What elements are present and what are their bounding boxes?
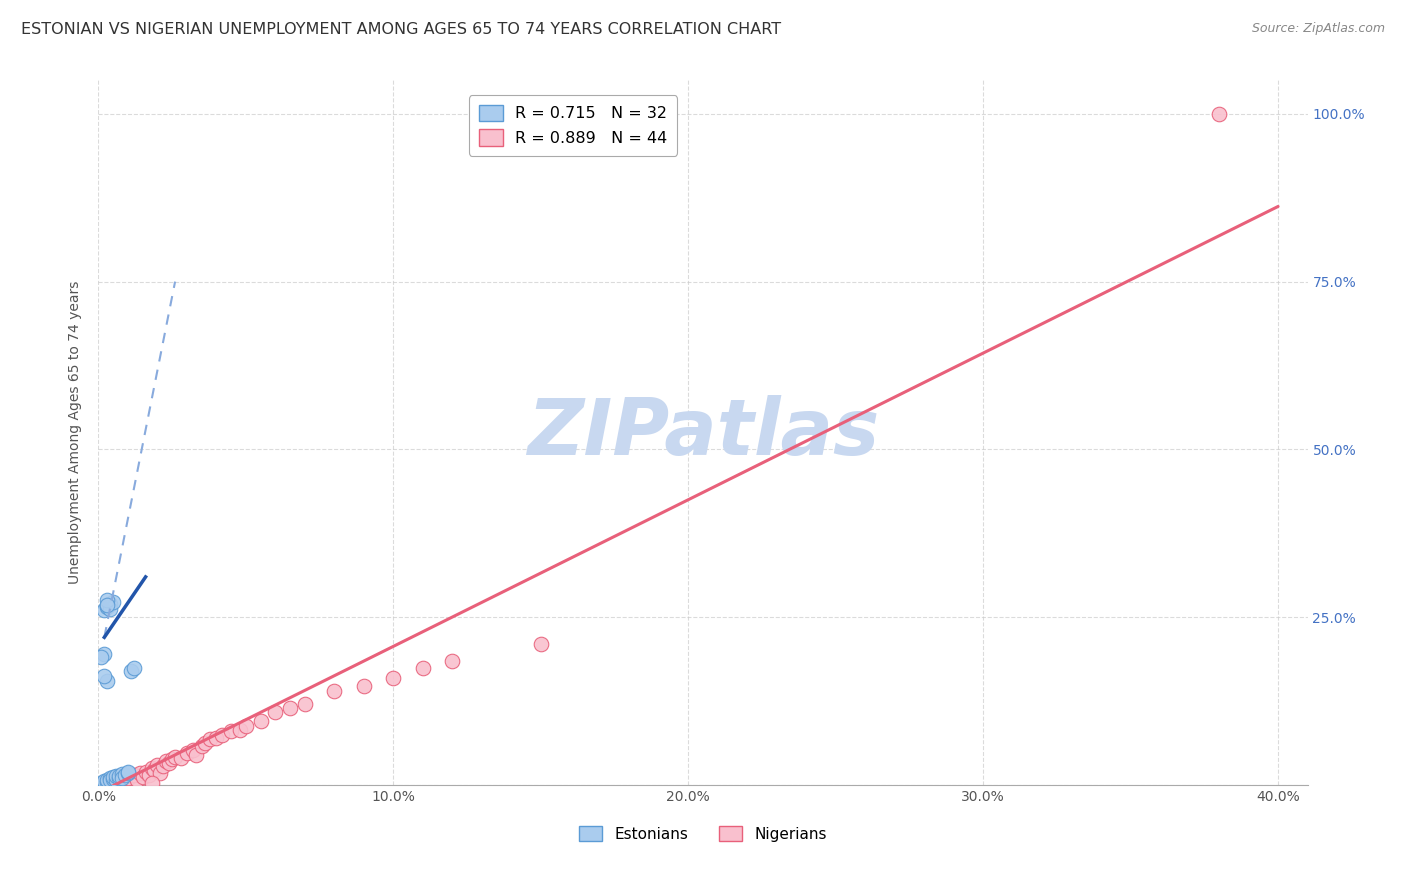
Point	[90, 650, 112, 665]
Point	[93, 603, 115, 617]
Point	[143, 763, 166, 777]
Point	[114, 770, 136, 784]
Point	[108, 769, 131, 783]
Legend: Estonians, Nigerians: Estonians, Nigerians	[574, 820, 832, 847]
Point	[96, 776, 118, 790]
Point	[412, 660, 434, 674]
Point	[1208, 107, 1230, 121]
Point	[114, 768, 136, 782]
Point	[249, 714, 271, 729]
Point	[117, 764, 139, 779]
Point	[382, 671, 405, 685]
Point	[122, 660, 145, 674]
Point	[229, 723, 252, 737]
Point	[128, 765, 150, 780]
Point	[294, 698, 316, 712]
Point	[98, 602, 121, 616]
Point	[96, 772, 118, 787]
Point	[323, 684, 346, 698]
Point	[108, 773, 131, 788]
Point	[96, 774, 118, 789]
Point	[184, 747, 207, 762]
Point	[125, 772, 148, 787]
Point	[149, 765, 172, 780]
Point	[96, 593, 118, 607]
Point	[141, 776, 163, 790]
Point	[111, 767, 134, 781]
Point	[160, 752, 183, 766]
Point	[170, 751, 193, 765]
Point	[93, 773, 115, 788]
Point	[98, 773, 121, 788]
Point	[264, 706, 287, 720]
Point	[219, 724, 242, 739]
Text: Source: ZipAtlas.com: Source: ZipAtlas.com	[1251, 22, 1385, 36]
Point	[181, 743, 204, 757]
Point	[131, 770, 153, 784]
Point	[93, 669, 115, 683]
Point	[353, 679, 375, 693]
Point	[165, 749, 187, 764]
Point	[278, 700, 301, 714]
Point	[120, 664, 142, 678]
Text: ESTONIAN VS NIGERIAN UNEMPLOYMENT AMONG AGES 65 TO 74 YEARS CORRELATION CHART: ESTONIAN VS NIGERIAN UNEMPLOYMENT AMONG …	[21, 22, 782, 37]
Point	[190, 739, 212, 753]
Point	[101, 770, 124, 784]
Point	[530, 637, 553, 651]
Point	[138, 768, 160, 782]
Point	[135, 764, 157, 779]
Point	[117, 765, 139, 780]
Point	[105, 772, 128, 787]
Point	[101, 772, 124, 786]
Point	[93, 775, 115, 789]
Point	[157, 756, 180, 771]
Point	[108, 771, 131, 785]
Point	[117, 771, 139, 785]
Point	[93, 647, 115, 661]
Point	[146, 757, 169, 772]
Point	[101, 595, 124, 609]
Text: ZIPatlas: ZIPatlas	[527, 394, 879, 471]
Point	[141, 761, 163, 775]
Point	[96, 598, 118, 612]
Point	[235, 719, 257, 733]
Point	[122, 768, 145, 782]
Point	[152, 759, 174, 773]
Point	[200, 732, 222, 747]
Point	[441, 654, 464, 668]
Point	[194, 736, 217, 750]
Point	[211, 728, 233, 742]
Point	[96, 673, 118, 688]
Point	[96, 600, 118, 615]
Point	[105, 768, 128, 782]
Point	[90, 776, 112, 790]
Y-axis label: Unemployment Among Ages 65 to 74 years: Unemployment Among Ages 65 to 74 years	[69, 281, 83, 584]
Point	[176, 746, 198, 760]
Point	[101, 772, 124, 787]
Point	[111, 771, 134, 785]
Point	[98, 597, 121, 611]
Point	[155, 755, 177, 769]
Point	[96, 598, 118, 612]
Point	[205, 731, 228, 745]
Point	[98, 771, 121, 785]
